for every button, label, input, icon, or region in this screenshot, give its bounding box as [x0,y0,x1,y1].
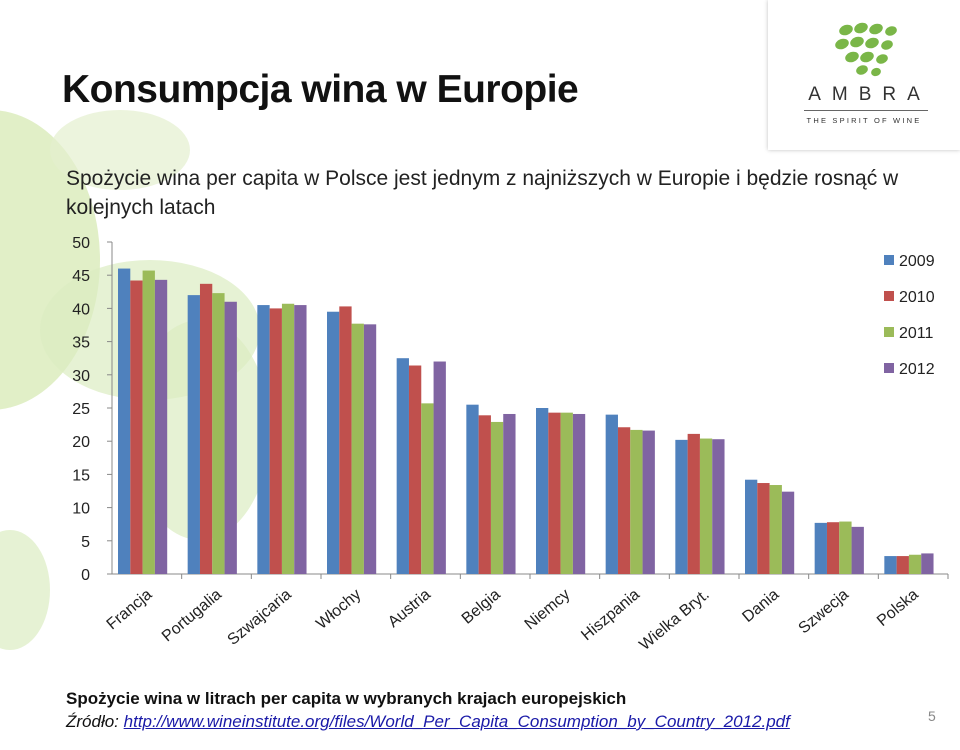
y-tick-label: 25 [72,401,90,418]
bar-2010-0 [130,280,143,574]
legend-swatch-2012 [884,363,894,373]
y-tick-label: 0 [81,567,90,584]
y-tick-label: 50 [72,235,90,252]
source-prefix: Źródło: [66,712,124,731]
page-title: Konsumpcja wina w Europie [62,68,579,111]
x-category-label: Wielka Bryt. [636,586,712,654]
page-number: 5 [928,708,936,724]
bar-2011-10 [839,521,852,574]
bar-2009-9 [745,479,758,574]
bar-2012-2 [294,305,307,574]
bar-2009-7 [605,414,618,574]
y-tick-label: 20 [72,434,90,451]
bar-2010-2 [269,308,282,574]
bar-2012-9 [781,491,795,574]
bar-2012-10 [851,526,864,574]
legend-swatch-2010 [884,291,894,301]
y-tick-label: 40 [72,301,90,318]
source-link[interactable]: http://www.wineinstitute.org/files/World… [123,712,790,731]
bar-2010-5 [478,415,491,574]
bar-2010-6 [548,412,561,574]
y-tick-label: 35 [72,335,90,352]
x-category-label: Szwajcaria [225,586,295,649]
bar-2009-8 [675,439,688,574]
legend-label: 2010 [899,289,935,306]
bar-2012-3 [363,324,377,574]
bar-2012-1 [224,301,237,574]
bar-2012-11 [921,553,934,574]
x-category-label: Niemcy [522,586,574,633]
x-category-label: Belgia [459,586,504,628]
brand-logo: AMBRA THE SPIRIT OF WINE [768,0,960,150]
bar-2011-2 [281,303,295,574]
y-tick-label: 15 [72,467,90,484]
bar-2010-9 [757,483,770,574]
x-category-label: Francja [104,586,156,633]
x-category-label: Portugalia [159,586,225,645]
legend-swatch-2009 [884,255,894,265]
bar-2011-8 [699,438,713,574]
bar-2012-0 [154,279,168,574]
x-category-label: Dania [739,586,782,626]
bar-2010-3 [339,306,352,574]
bar-2009-2 [257,305,270,574]
bar-2009-11 [884,556,897,574]
chart-caption: Spożycie wina w litrach per capita w wyb… [66,689,627,708]
legend-label: 2011 [899,325,934,342]
bar-2011-9 [769,485,782,574]
bar-2010-7 [617,427,631,574]
legend-label: 2009 [899,253,935,270]
bar-2012-6 [572,413,586,574]
bar-2011-4 [421,403,434,574]
y-tick-label: 45 [72,268,90,285]
bar-2009-1 [187,295,200,574]
bar-2010-4 [408,365,422,574]
y-tick-label: 10 [72,501,90,518]
x-category-label: Włochy [313,586,364,633]
bar-2011-5 [490,421,504,574]
legend-label: 2012 [899,361,935,378]
x-category-label: Austria [385,586,434,631]
bar-2009-3 [327,311,340,574]
bar-2011-0 [142,270,155,574]
brand-tagline: THE SPIRIT OF WINE [806,116,922,125]
bar-2011-7 [630,429,643,574]
bar-2011-6 [560,412,573,574]
bar-2009-6 [536,408,549,574]
bar-2010-10 [826,522,840,574]
bar-2012-7 [642,430,655,574]
bar-2010-11 [896,556,909,574]
logo-divider [804,110,928,111]
bar-2012-5 [503,413,516,574]
bar-2009-4 [396,358,409,574]
bar-2011-11 [908,554,922,574]
bar-2012-8 [712,439,725,574]
x-category-label: Polska [874,586,922,630]
bar-2009-10 [814,522,827,574]
y-tick-label: 5 [81,534,90,551]
bar-2010-8 [687,433,700,574]
x-category-label: Szwecja [796,586,853,637]
bar-2012-4 [433,361,446,574]
bar-2010-1 [199,283,213,574]
source-line: Źródło: http://www.wineinstitute.org/fil… [66,712,790,732]
bar-2011-1 [212,293,225,574]
bar-2011-3 [351,323,364,574]
x-category-label: Hiszpania [578,586,643,644]
y-tick-label: 30 [72,368,90,385]
grape-cluster-icon [835,22,897,77]
bar-2009-0 [118,268,131,574]
bar-2009-5 [466,404,479,574]
legend-swatch-2011 [884,327,894,337]
brand-name: AMBRA [808,84,931,105]
slide-subtitle: Spożycie wina per capita w Polsce jest j… [66,167,899,219]
